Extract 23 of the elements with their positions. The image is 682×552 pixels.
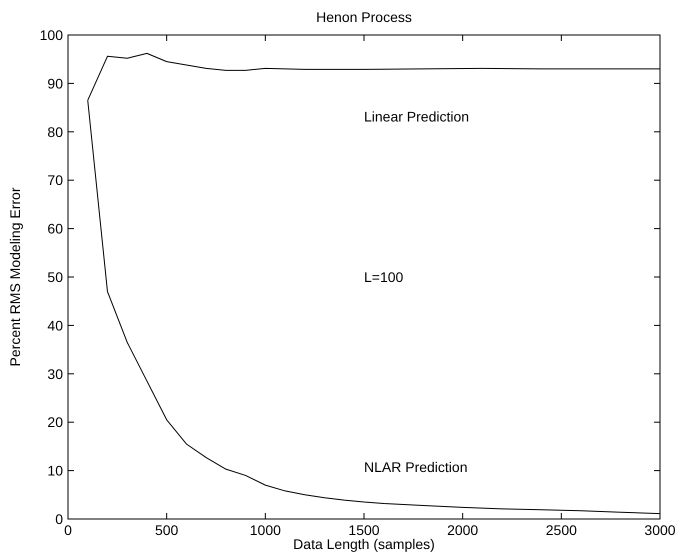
y-axis-title: Percent RMS Modeling Error	[7, 187, 23, 366]
series-label: NLAR Prediction	[364, 459, 468, 476]
x-tick-label: 1000	[250, 522, 282, 538]
y-tick-label: 20	[47, 414, 64, 430]
y-tick-label: 50	[47, 269, 64, 285]
y-tick-label: 60	[47, 220, 64, 237]
y-tick-label: 70	[47, 172, 64, 188]
y-tick-label: 10	[47, 462, 64, 479]
y-tick-label: 80	[47, 124, 64, 140]
x-tick-label: 2500	[546, 522, 578, 538]
x-tick-label: 2000	[447, 522, 478, 538]
x-tick-label: 500	[154, 522, 179, 538]
y-tick-label: 90	[47, 75, 64, 92]
x-tick-label: 1500	[348, 522, 380, 538]
chart-title: Henon Process	[316, 9, 412, 25]
y-tick-label: 100	[40, 27, 64, 43]
x-axis-title: Data Length (samples)	[293, 536, 435, 552]
x-tick-label: 3000	[644, 522, 676, 538]
y-tick-label: 30	[47, 366, 64, 382]
y-tick-label: 0	[55, 511, 64, 527]
y-tick-label: 40	[47, 317, 64, 334]
text: Linear Prediction	[364, 108, 470, 124]
annotation: L=100	[364, 269, 404, 285]
